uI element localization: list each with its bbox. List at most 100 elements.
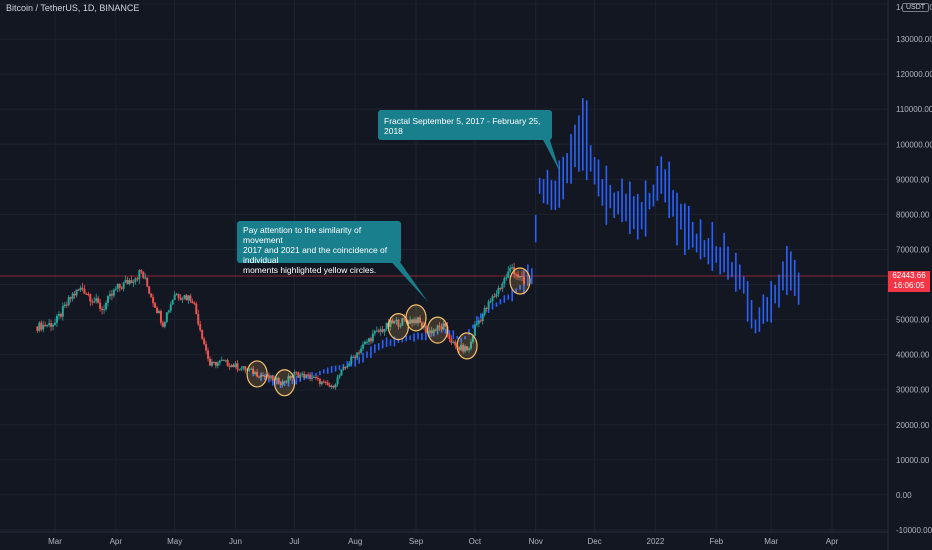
candle-body <box>142 271 145 278</box>
x-tick-label: Mar <box>764 537 778 546</box>
candle-body <box>416 317 419 324</box>
candle-body <box>71 293 74 299</box>
candle-body <box>254 372 257 374</box>
candle-body <box>354 356 357 358</box>
candle-body <box>216 362 219 366</box>
candle-body <box>236 363 239 370</box>
candle-body <box>450 338 453 343</box>
candle-body <box>316 378 319 380</box>
candle-body <box>358 352 361 354</box>
candle-body <box>57 314 60 316</box>
candle-body <box>42 324 45 330</box>
candle-body <box>238 369 241 371</box>
x-tick-label: Dec <box>587 537 601 546</box>
currency-badge[interactable]: USDT <box>902 3 930 12</box>
candle-body <box>356 352 359 358</box>
candle-body <box>108 293 111 297</box>
candle-body <box>277 377 280 384</box>
candle-body <box>97 298 100 303</box>
similarity-callout[interactable]: Pay attention to the similarity of movem… <box>237 221 401 275</box>
symbol-title[interactable]: Bitcoin / TetherUS, 1D, BINANCE <box>6 3 140 13</box>
candle-body <box>40 322 43 330</box>
candle-body <box>403 318 406 320</box>
candle-body <box>261 375 264 377</box>
candle-body <box>118 283 121 288</box>
candle-body <box>201 330 204 339</box>
y-tick-label: 0.00 <box>896 491 912 500</box>
candle-body <box>420 322 423 328</box>
candle-body <box>330 385 333 388</box>
candle-body <box>59 314 62 317</box>
candle-body <box>371 333 374 342</box>
candle-body <box>383 328 386 332</box>
candle-body <box>338 375 341 378</box>
price-series <box>36 262 525 390</box>
callout-pointer-similarity <box>385 255 428 302</box>
candle-body <box>99 302 102 309</box>
candle-body <box>212 361 215 363</box>
candle-body <box>169 304 172 311</box>
highlight-circle <box>509 267 531 295</box>
candle-body <box>63 304 66 307</box>
candle-body <box>458 347 461 351</box>
candle-body <box>220 359 223 361</box>
candle-body <box>54 322 56 325</box>
candle-body <box>171 299 174 305</box>
candle-body <box>332 385 335 388</box>
candle-body <box>132 281 135 283</box>
candle-body <box>165 312 168 322</box>
candle-body <box>340 369 343 376</box>
candle-body <box>309 374 312 379</box>
candle-body <box>291 375 294 379</box>
highlight-circle <box>273 369 296 397</box>
candle-body <box>305 374 308 379</box>
candle-body <box>79 287 82 291</box>
candle-body <box>103 309 106 311</box>
candle-body <box>136 278 139 280</box>
candle-body <box>444 323 447 327</box>
candle-body <box>397 319 400 327</box>
candle-body <box>154 303 157 308</box>
x-tick-label: Feb <box>709 537 723 546</box>
candle-body <box>507 271 510 278</box>
y-axis[interactable]: -10000.00 0.00 10000.00 20000.00 30000.00 400… <box>896 3 932 535</box>
y-tick-label: 70000.00 <box>896 245 930 254</box>
candle-body <box>434 329 437 331</box>
candle-body <box>50 323 53 327</box>
fractal-series <box>252 98 800 388</box>
candle-body <box>48 323 51 326</box>
candle-body <box>85 293 88 295</box>
candle-body <box>252 368 255 374</box>
candle-body <box>226 360 229 366</box>
candle-body <box>175 293 178 295</box>
candle-body <box>134 278 137 282</box>
candle-body <box>189 295 192 302</box>
candle-body <box>389 320 392 327</box>
candle-body <box>161 322 164 327</box>
candle-body <box>207 350 210 359</box>
x-tick-label: Aug <box>348 537 362 546</box>
candle-body <box>336 377 339 385</box>
candle-body <box>381 329 384 332</box>
candle-body <box>183 295 186 299</box>
candle-body <box>464 346 467 352</box>
candle-body <box>130 280 133 283</box>
x-tick-label: Apr <box>826 537 839 546</box>
candle-body <box>77 289 80 291</box>
candle-body <box>377 330 380 332</box>
fractal-callout[interactable]: Fractal September 5, 2017 - February 25,… <box>378 110 552 140</box>
candle-body <box>177 293 180 298</box>
candle-body <box>163 321 166 327</box>
candle-body <box>105 302 108 310</box>
candle-body <box>460 344 463 351</box>
candle-body <box>497 288 500 294</box>
candle-body <box>393 321 396 324</box>
candle-body <box>91 301 94 303</box>
candle-body <box>52 324 55 327</box>
candle-body <box>395 319 398 322</box>
candle-body <box>515 274 518 276</box>
candle-body <box>401 318 404 326</box>
candle-body <box>367 338 370 342</box>
x-axis[interactable]: Mar Apr May Jun Jul Aug Sep Oct Nov Dec 2022 Feb Mar… <box>48 537 838 546</box>
